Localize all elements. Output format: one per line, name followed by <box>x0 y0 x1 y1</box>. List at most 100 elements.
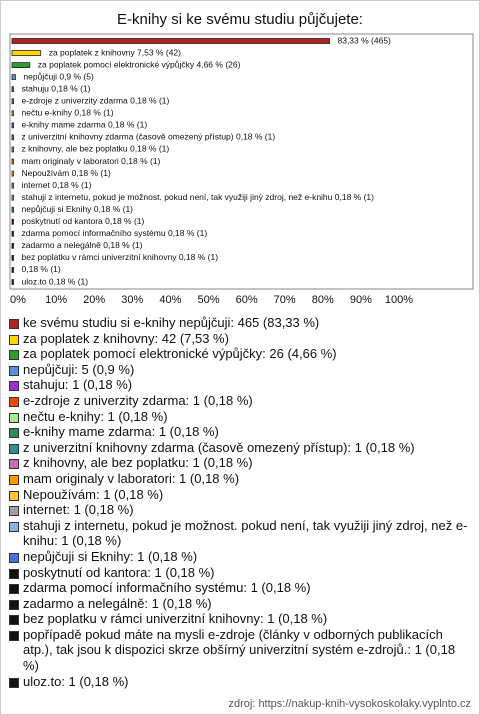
legend-swatch <box>9 584 19 595</box>
bar <box>11 279 14 285</box>
legend-item: zdarma pomocí informačního systému: 1 (0… <box>9 580 471 596</box>
bar <box>11 182 14 189</box>
legend-item: za poplatek pomocí elektronické výpůjčky… <box>9 346 471 362</box>
legend-item: stahuju: 1 (0,18 %) <box>9 377 471 393</box>
x-tick-label: 70% <box>274 294 296 306</box>
bar <box>11 98 14 105</box>
legend-swatch <box>9 350 19 361</box>
x-tick-label: 30% <box>121 294 143 306</box>
x-tick-label: 0% <box>10 294 26 306</box>
bar <box>11 110 14 117</box>
legend-swatch <box>9 412 19 423</box>
bar-label: nečtu e-knihy 0,18 % (1) <box>22 108 114 118</box>
legend-swatch <box>9 568 19 579</box>
bar <box>11 230 14 237</box>
legend: ke svému studiu si e-knihy nepůjčuji: 46… <box>9 315 471 689</box>
legend-item: nepůjčuji si Eknihy: 1 (0,18 %) <box>9 549 471 565</box>
bar-label: stahuji z internetu, pokud je možnost. p… <box>22 192 375 202</box>
legend-swatch <box>9 599 19 610</box>
legend-swatch <box>9 630 19 641</box>
legend-swatch <box>9 428 19 439</box>
legend-label: uloz.to: 1 (0,18 %) <box>23 673 129 689</box>
bar <box>11 242 14 249</box>
legend-label: z univerzitní knihovny zdarma (časově om… <box>23 439 415 455</box>
bar <box>11 122 14 129</box>
legend-item: internet: 1 (0,18 %) <box>9 502 471 518</box>
bar <box>11 38 330 44</box>
bar <box>11 218 14 225</box>
legend-label: stahuji z internetu, pokud je možnost. p… <box>23 517 468 549</box>
legend-label: za poplatek z knihovny: 42 (7,53 %) <box>23 330 229 346</box>
legend-label: Nepoužívám: 1 (0,18 %) <box>23 486 164 502</box>
bar-label: za poplatek z knihovny 7,53 % (42) <box>49 47 181 57</box>
x-tick-label: 10% <box>45 294 67 306</box>
legend-item: bez poplatku v rámci univerzitní knihovn… <box>9 611 471 627</box>
legend-swatch <box>9 490 19 501</box>
legend-item: z knihovny, ale bez poplatku: 1 (0,18 %) <box>9 455 471 471</box>
legend-item: nepůjčuji: 5 (0,9 %) <box>9 362 471 378</box>
legend-label: popřípadě pokud máte na mysli e-zdroje (… <box>23 626 456 674</box>
legend-swatch <box>9 334 19 345</box>
plot-frame <box>9 33 474 290</box>
bar <box>11 134 14 141</box>
bar <box>11 158 14 165</box>
bar <box>11 146 14 153</box>
legend-swatch <box>9 521 19 532</box>
legend-label: poskytnutí od kantora: 1 (0,18 %) <box>23 564 215 580</box>
x-tick-label: 50% <box>197 294 219 306</box>
bar <box>11 86 14 93</box>
x-tick-label: 90% <box>350 294 372 306</box>
bar-label: nepůjčuji si Eknihy 0,18 % (1) <box>22 204 134 214</box>
legend-swatch <box>9 677 19 688</box>
legend-swatch <box>9 552 19 563</box>
bar-label: e-zdroje z univerzity zdarma 0,18 % (1) <box>22 96 170 106</box>
legend-label: mam originaly v laboratori: 1 (0,18 %) <box>23 470 240 486</box>
bar-label: 0,18 % (1) <box>22 264 61 274</box>
legend-item: ke svému studiu si e-knihy nepůjčuji: 46… <box>9 315 471 331</box>
x-tick-label: 60% <box>236 294 258 306</box>
legend-label: bez poplatku v rámci univerzitní knihovn… <box>23 611 328 627</box>
bar <box>11 194 14 201</box>
legend-item: za poplatek z knihovny: 42 (7,53 %) <box>9 331 471 347</box>
legend-swatch <box>9 459 19 470</box>
legend-item: e-zdroje z univerzity zdarma: 1 (0,18 %) <box>9 393 471 409</box>
bar-label: zadarmo a nelegálně 0,18 % (1) <box>22 240 143 250</box>
x-tick-label: 80% <box>312 294 334 306</box>
legend-item: zadarmo a nelegálně: 1 (0,18 %) <box>9 596 471 612</box>
legend-item: mam originaly v laboratori: 1 (0,18 %) <box>9 471 471 487</box>
legend-item: e-knihy mame zdarma: 1 (0,18 %) <box>9 424 471 440</box>
bar <box>11 206 14 213</box>
legend-item: Nepoužívám: 1 (0,18 %) <box>9 487 471 503</box>
bar-label: z knihovny, ale bez poplatku 0,18 % (1) <box>22 144 170 154</box>
legend-swatch <box>9 443 19 454</box>
legend-label: zdarma pomocí informačního systému: 1 (0… <box>23 580 311 596</box>
legend-item: popřípadě pokud máte na mysli e-zdroje (… <box>9 627 471 674</box>
bar-label: poskytnutí od kantora 0,18 % (1) <box>22 216 145 226</box>
bar-label: mam originaly v laboratori 0,18 % (1) <box>22 156 161 166</box>
legend-item: poskytnutí od kantora: 1 (0,18 %) <box>9 565 471 581</box>
bar-label: nepůjčuji 0,9 % (5) <box>23 71 94 81</box>
legend-label: zadarmo a nelegálně: 1 (0,18 %) <box>23 595 212 611</box>
x-tick-label: 100% <box>385 294 413 306</box>
legend-label: nepůjčuji si Eknihy: 1 (0,18 %) <box>23 548 198 564</box>
legend-item: uloz.to: 1 (0,18 %) <box>9 674 471 690</box>
legend-label: ke svému studiu si e-knihy nepůjčuji: 46… <box>23 315 320 330</box>
legend-item: nečtu e-knihy: 1 (0,18 %) <box>9 409 471 425</box>
bar-label: z univerzitní knihovny zdarma (časově om… <box>22 132 276 142</box>
legend-label: e-knihy mame zdarma: 1 (0,18 %) <box>23 424 219 440</box>
legend-label: z knihovny, ale bez poplatku: 1 (0,18 %) <box>23 455 253 471</box>
source: zdroj: https://nakup-knih-vysokoskolaky.… <box>228 698 471 710</box>
legend-item: z univerzitní knihovny zdarma (časově om… <box>9 440 471 456</box>
legend-item: stahuji z internetu, pokud je možnost. p… <box>9 518 471 549</box>
chart-title: E-knihy si ke svému studiu půjčujete: <box>117 11 363 28</box>
legend-label: nečtu e-knihy: 1 (0,18 %) <box>23 408 168 424</box>
legend-swatch <box>9 506 19 517</box>
bar-label: 83,33 % (465) <box>337 35 391 45</box>
legend-label: stahuju: 1 (0,18 %) <box>23 377 133 393</box>
legend-label: internet: 1 (0,18 %) <box>23 502 134 518</box>
bar-label: stahuju 0,18 % (1) <box>22 83 91 93</box>
legend-label: nepůjčuji: 5 (0,9 %) <box>23 361 135 377</box>
legend-swatch <box>9 381 19 392</box>
legend-swatch <box>9 365 19 376</box>
